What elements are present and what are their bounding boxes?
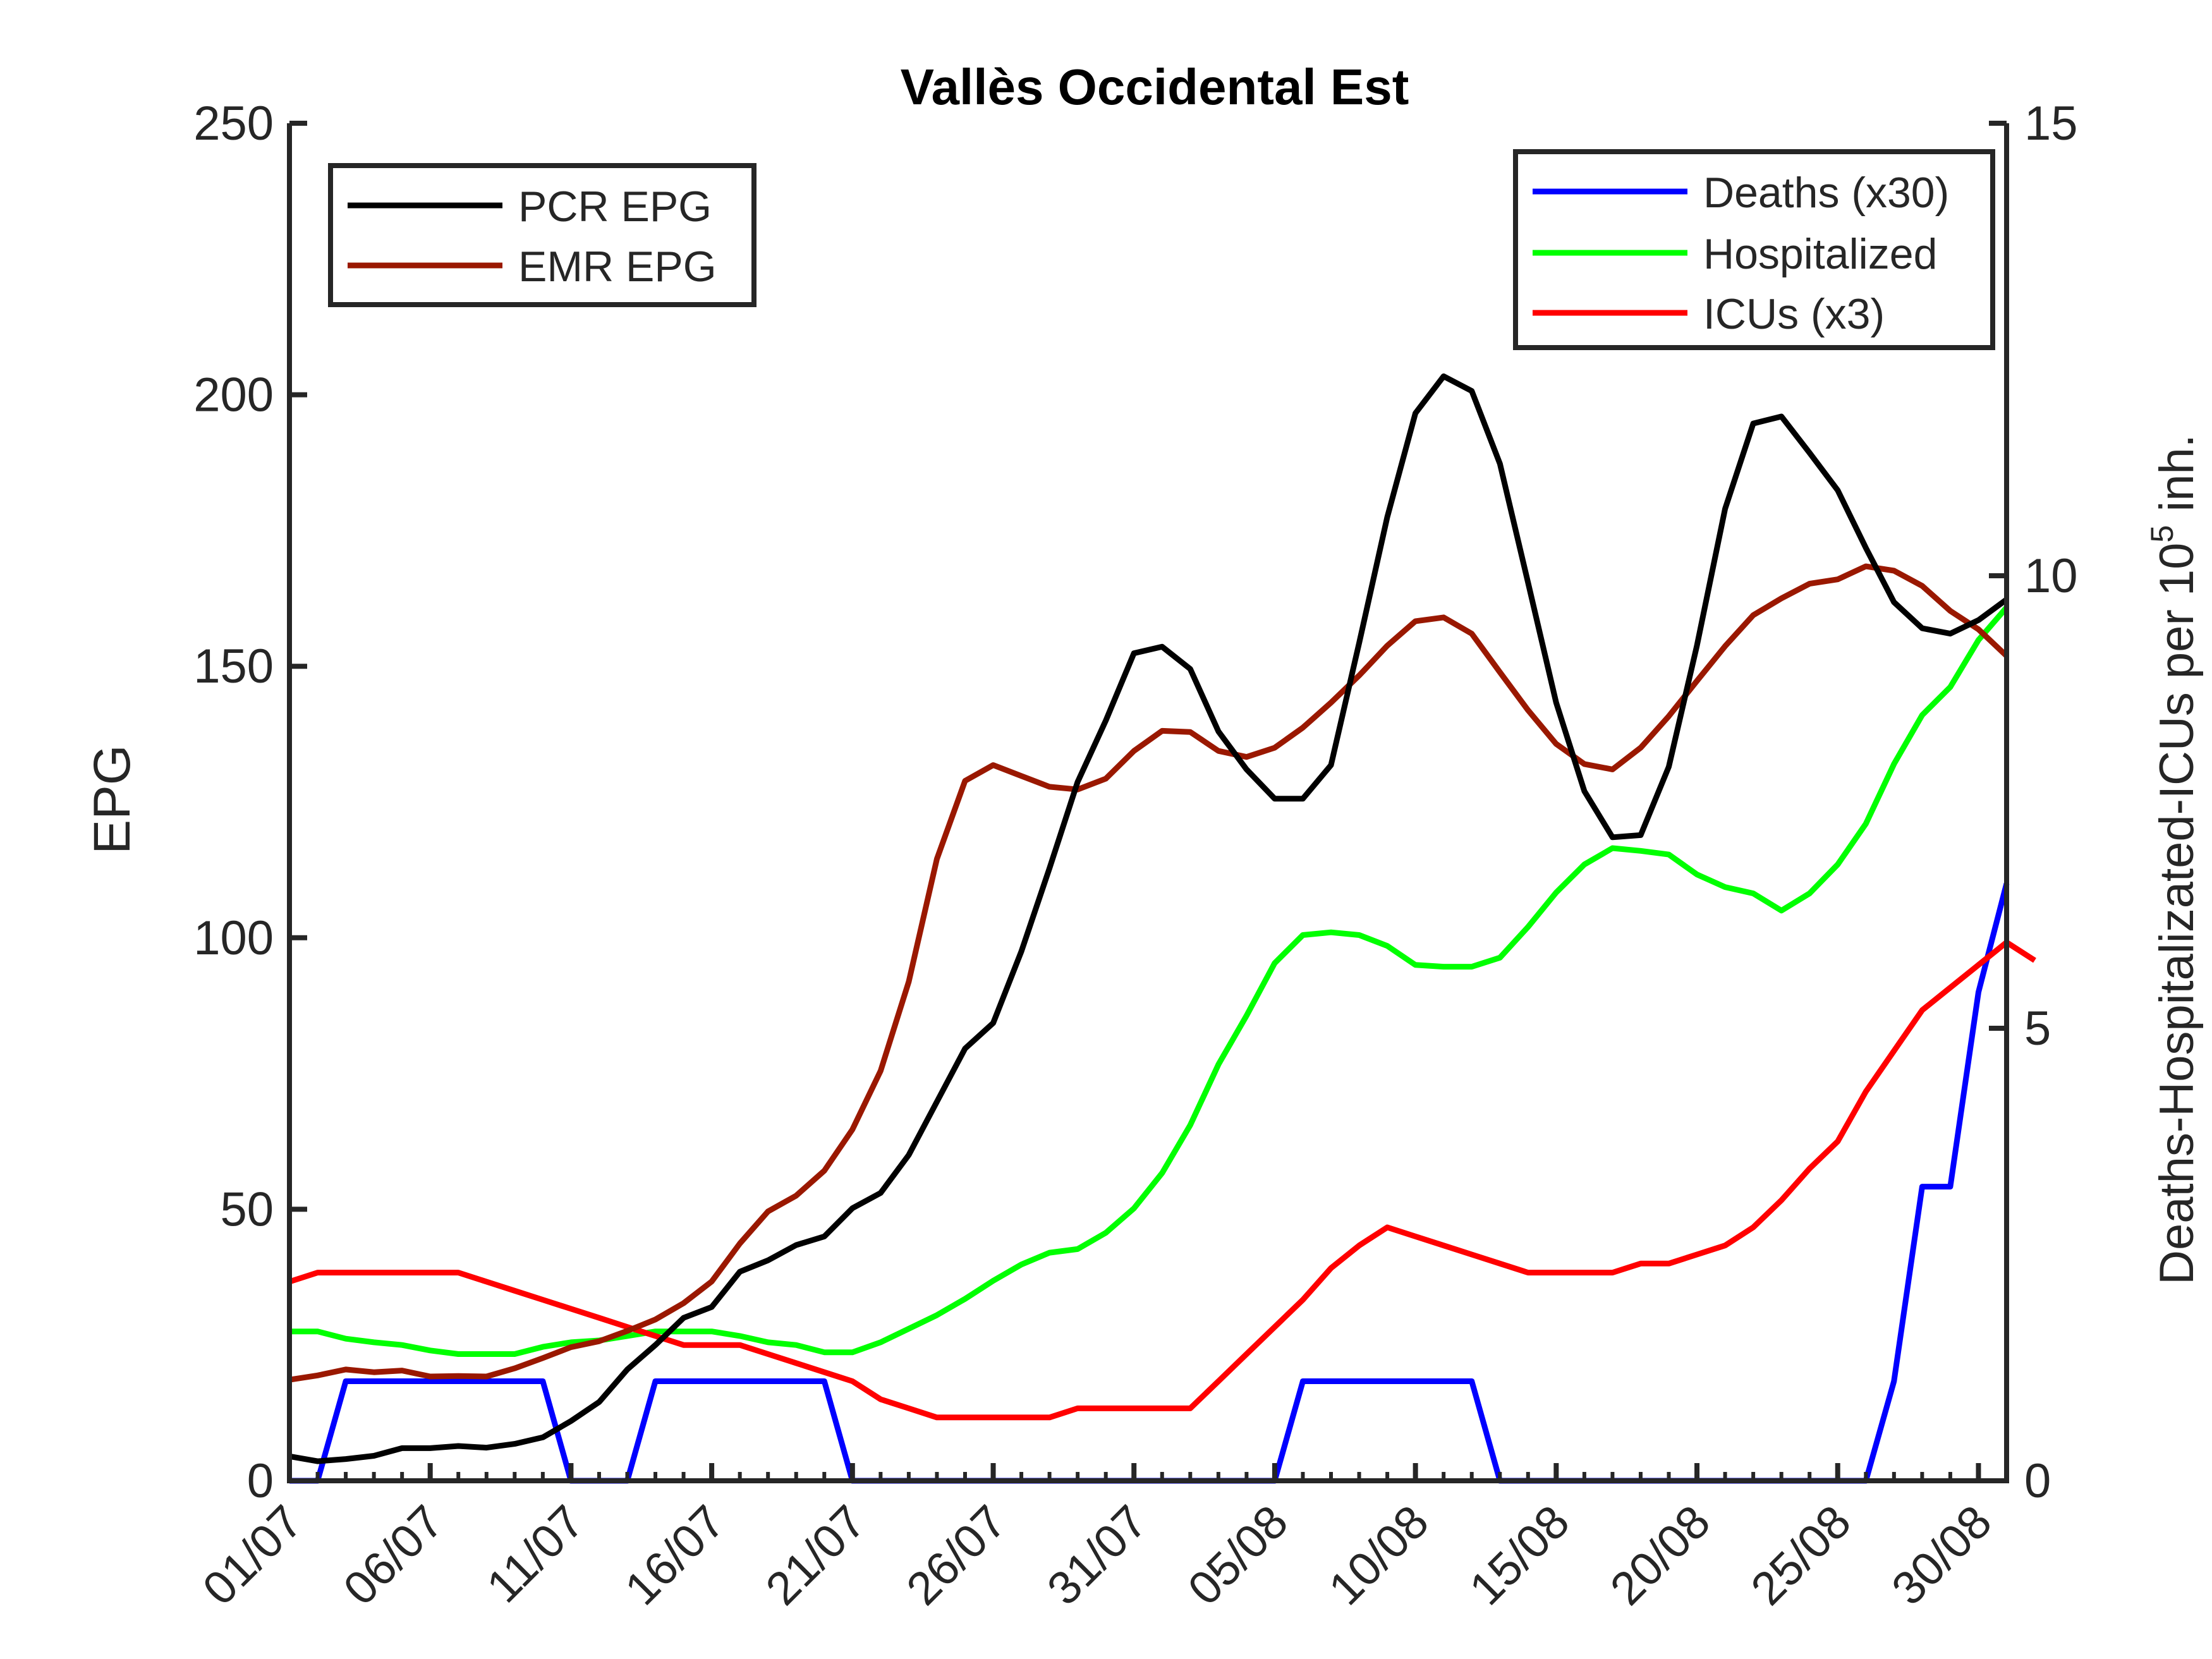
y-left-tick-label: 0 [247,1454,274,1508]
legend-pcr-label: PCR EPG [518,183,712,231]
chart-title: Vallès Occidental Est [901,59,1409,115]
y-right-tick-label: 5 [2024,1002,2051,1055]
y-axis-right-label-suffix: inh. [2150,434,2204,525]
y-left-tick-label: 100 [193,911,274,965]
legend-hospitalized-label: Hospitalized [1703,230,1937,278]
series-line-emr-epg [289,563,2009,1383]
y-right-tick-label: 10 [2024,549,2078,603]
series-line-icus-x3 [288,939,2036,1421]
y-axis-right-label: Deaths-Hospitalizated-ICUs per 105 inh. [2144,434,2204,1285]
legend-icus-label: ICUs (x3) [1703,290,1885,338]
y-left-tick-label: 50 [220,1182,274,1236]
legend-left: PCR EPG EMR EPG [328,163,757,307]
series-line-pcr-epg [289,373,2008,1464]
legend-right: Deaths (x30) Hospitalized ICUs (x3) [1513,149,1995,350]
legend-left-box [328,163,757,307]
y-left-tick-label: 200 [193,368,274,422]
series-line-hospitalized [289,605,2009,1357]
y-axis-left-label: EPG [83,744,141,854]
y-right-tick-label: 15 [2024,97,2078,150]
y-left-tick-label: 150 [193,640,274,693]
y-axis-right-label-superscript: 5 [2144,525,2180,543]
legend-emr-label: EMR EPG [518,243,717,291]
y-left-tick-label: 250 [193,97,274,150]
y-right-tick-label: 0 [2024,1454,2051,1508]
legend-deaths-label: Deaths (x30) [1703,169,1949,217]
y-axis-right-label-main: Deaths-Hospitalizated-ICUs per 10 [2150,543,2204,1285]
axes [287,123,2009,1483]
